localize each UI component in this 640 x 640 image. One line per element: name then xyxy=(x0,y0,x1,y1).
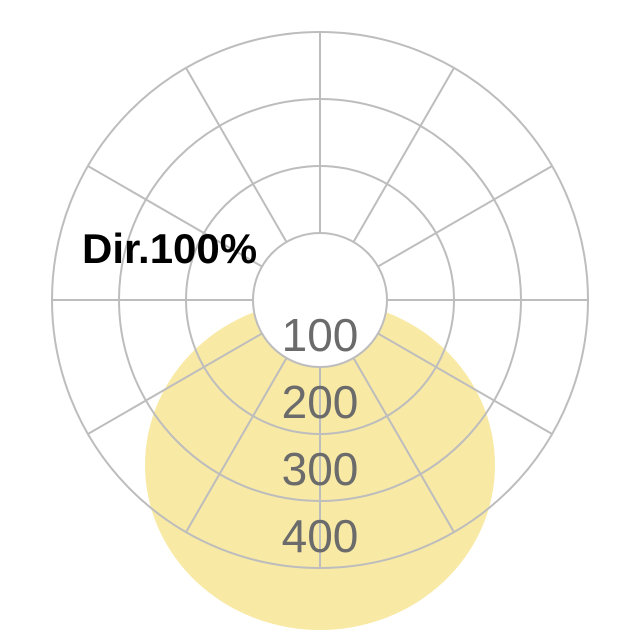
polar-diagram-svg: 100 200 300 400 Dir.100% xyxy=(0,0,640,640)
direct-percentage-label: Dir.100% xyxy=(82,225,257,272)
polar-diagram-container: 100 200 300 400 Dir.100% xyxy=(0,0,640,640)
ring-label-100: 100 xyxy=(282,309,359,361)
ring-label-400: 400 xyxy=(282,510,359,562)
ring-label-200: 200 xyxy=(282,376,359,428)
ring-label-300: 300 xyxy=(282,443,359,495)
